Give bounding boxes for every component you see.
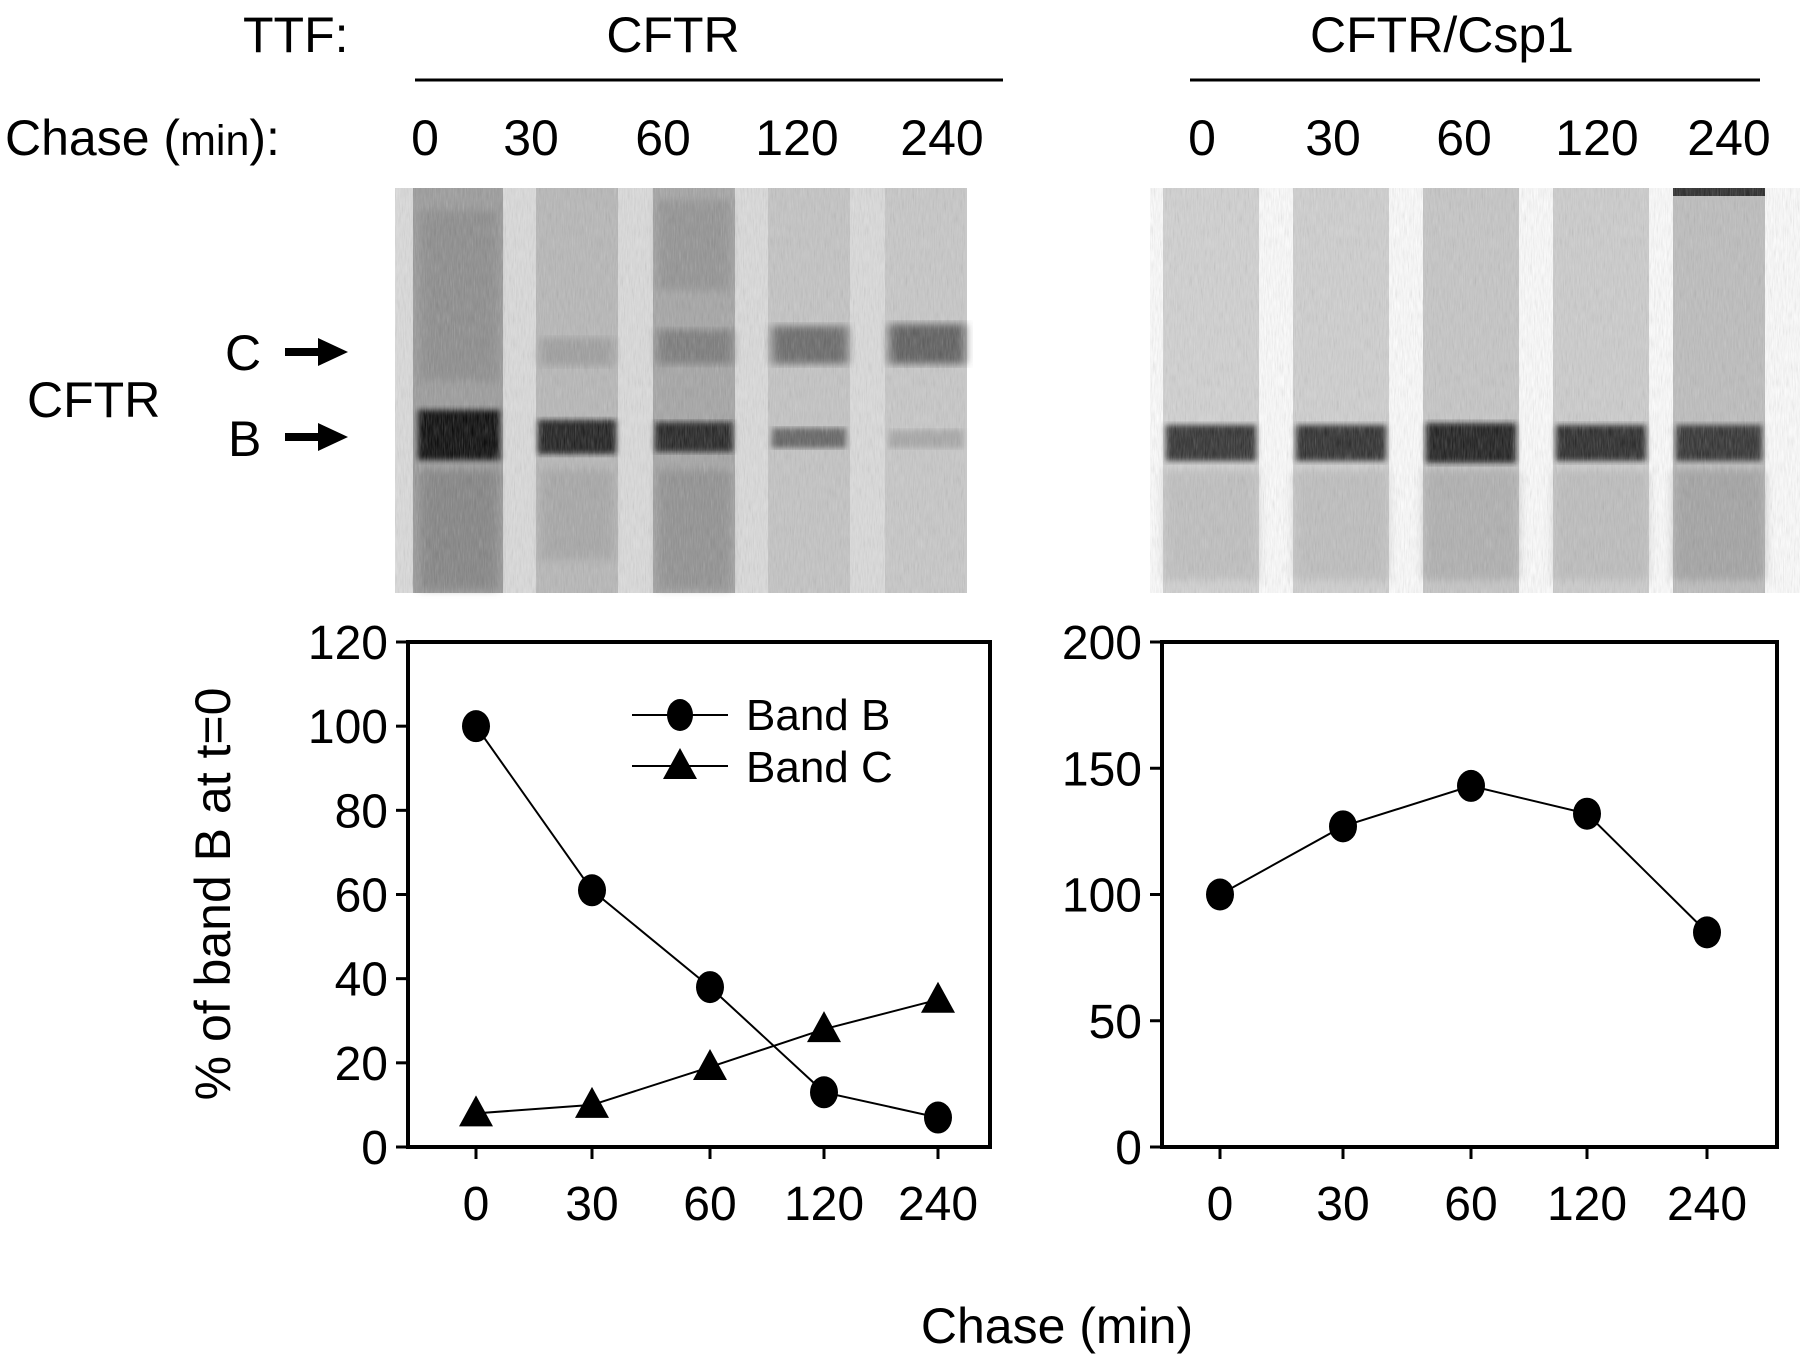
chart-band-b-csp1: 0 50 100 150 200 0 30 60 120 240 <box>1062 617 1779 1231</box>
x-tick-label: 240 <box>1667 1178 1747 1231</box>
timepoint-label: 240 <box>1687 110 1770 166</box>
data-point-triangle <box>575 1086 609 1118</box>
x-tick-label: 0 <box>463 1178 490 1231</box>
data-point-triangle <box>693 1049 727 1081</box>
legend: Band B Band C <box>632 691 893 792</box>
x-tick-label: 30 <box>565 1178 618 1231</box>
chase-label-text: Chase ( <box>5 110 180 166</box>
y-tick-label: 20 <box>335 1038 388 1091</box>
data-point-circle <box>696 971 724 1004</box>
y-tick-label: 200 <box>1062 617 1142 670</box>
timepoints-right: 0 30 60 120 240 <box>1188 110 1771 166</box>
x-tick-label: 60 <box>1444 1178 1497 1231</box>
band-b-arrow-icon <box>285 423 348 451</box>
timepoint-label: 60 <box>635 110 691 166</box>
y-tick-label: 150 <box>1062 743 1142 796</box>
protein-label: CFTR <box>27 372 160 428</box>
x-axis-title: Chase (min) <box>921 1298 1193 1354</box>
plot-frame <box>1160 640 1779 1149</box>
band-b-label: B <box>228 411 261 467</box>
timepoint-label: 30 <box>1305 110 1361 166</box>
timepoints-left: 0 30 60 120 240 <box>411 110 984 166</box>
series-layer <box>1206 769 1721 949</box>
data-point-triangle <box>459 1095 493 1127</box>
data-point-circle <box>924 1101 952 1134</box>
data-point-circle <box>810 1076 838 1109</box>
data-point-circle <box>1457 769 1485 802</box>
chase-label-close: ): <box>249 110 280 166</box>
y-tick-label: 120 <box>308 617 388 670</box>
legend-label-band-c: Band C <box>746 743 893 792</box>
y-tick-label: 100 <box>1062 870 1142 923</box>
legend-marker-band-c <box>663 748 697 779</box>
data-point-circle <box>1329 810 1357 843</box>
timepoint-label: 240 <box>900 110 983 166</box>
data-point-circle <box>1206 878 1234 911</box>
y-tick-label: 40 <box>335 954 388 1007</box>
data-point-triangle <box>921 981 955 1013</box>
x-tick-label: 0 <box>1207 1178 1234 1231</box>
gel-image-cftr-csp1 <box>1150 188 1800 593</box>
chart-band-b-c: 0 20 40 60 80 100 120 0 30 60 120 240 % of band B … <box>185 617 992 1231</box>
x-tick-label: 30 <box>1316 1178 1369 1231</box>
timepoint-label: 0 <box>411 110 439 166</box>
band-c-arrow-icon <box>285 338 348 366</box>
gel-image-cftr <box>395 188 967 593</box>
data-point-triangle <box>807 1011 841 1043</box>
y-axis-title: % of band B at t=0 <box>185 688 241 1101</box>
band-c-label: C <box>225 325 261 381</box>
y-tick-label: 50 <box>1089 996 1142 1049</box>
y-tick-label: 60 <box>335 870 388 923</box>
group-label-cftr: CFTR <box>606 7 739 63</box>
timepoint-label: 0 <box>1188 110 1216 166</box>
series-line-0 <box>1219 784 1708 934</box>
data-point-circle <box>1693 916 1721 949</box>
timepoint-label: 30 <box>503 110 559 166</box>
y-axis-ticks: 0 50 100 150 200 <box>1062 617 1162 1175</box>
band-annotations: CFTR C B <box>27 325 348 467</box>
y-tick-label: 100 <box>308 701 388 754</box>
group-label-cftr-csp1: CFTR/Csp1 <box>1310 7 1574 63</box>
data-point-circle <box>578 874 606 907</box>
y-tick-label: 0 <box>361 1122 388 1175</box>
y-tick-label: 80 <box>335 785 388 838</box>
header: TTF: CFTR CFTR/Csp1 Chase (min): 0 30 60… <box>5 7 1771 166</box>
chase-label-unit: min <box>180 117 249 165</box>
y-tick-label: 0 <box>1115 1122 1142 1175</box>
x-tick-label: 240 <box>898 1178 978 1231</box>
data-point-circle <box>1573 797 1601 830</box>
legend-marker-band-b <box>667 699 693 731</box>
ttf-label: TTF: <box>243 7 349 63</box>
x-axis-ticks: 0 30 60 120 240 <box>1207 1147 1747 1231</box>
x-tick-label: 60 <box>683 1178 736 1231</box>
timepoint-label: 120 <box>1555 110 1638 166</box>
series-layer <box>459 710 955 1134</box>
data-point-circle <box>462 710 490 743</box>
x-tick-label: 120 <box>784 1178 864 1231</box>
y-axis-ticks: 0 20 40 60 80 100 120 <box>308 617 408 1175</box>
chase-row-label: Chase (min): <box>5 110 280 166</box>
x-axis-ticks: 0 30 60 120 240 <box>463 1147 978 1231</box>
x-tick-label: 120 <box>1547 1178 1627 1231</box>
timepoint-label: 120 <box>755 110 838 166</box>
legend-label-band-b: Band B <box>746 691 890 740</box>
timepoint-label: 60 <box>1436 110 1492 166</box>
